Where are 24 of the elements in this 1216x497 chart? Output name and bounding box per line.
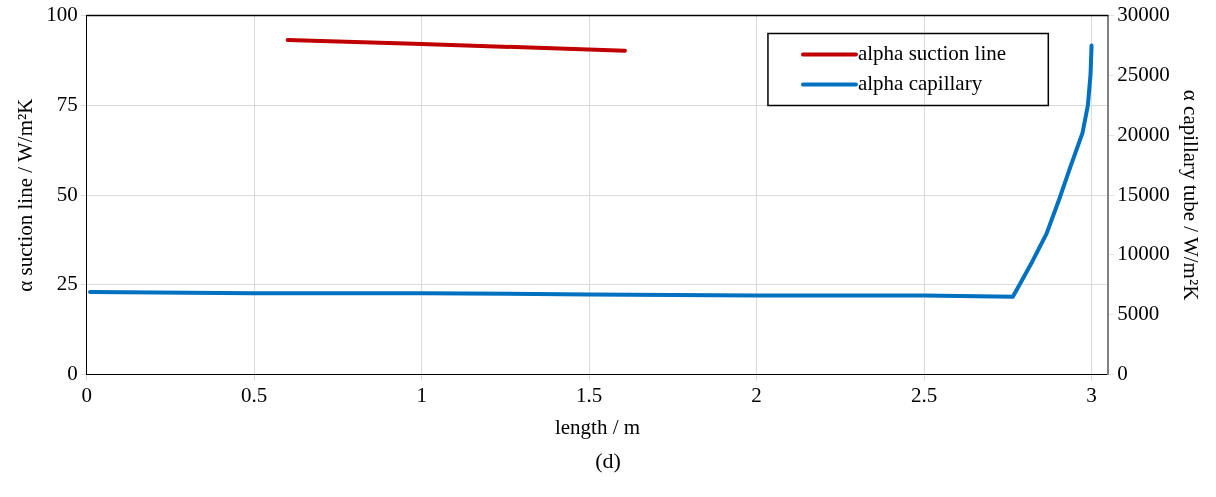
x-tick-label: 3 [1086,382,1097,407]
y2-tick-label: 5000 [1117,301,1160,326]
legend-label: alpha capillary [857,71,983,96]
x-tick-label: 2 [751,382,762,407]
x-tick-label: 2.5 [910,382,938,407]
y2-tick-label: 20000 [1117,121,1170,146]
y-tick-label: 75 [56,91,78,116]
x-tick-label: 1 [416,382,427,407]
x-axis-title: length / m [554,414,641,439]
y2-tick-label: 0 [1117,361,1128,386]
y2-tick-label: 25000 [1117,61,1170,86]
legend-label: alpha suction line [857,41,1007,66]
y-tick-label: 25 [56,271,78,296]
y-axis-title: α suction line / W/m²K [13,98,38,292]
x-tick-label: 0.5 [241,382,268,407]
y-tick-label: 50 [56,181,78,206]
y2-tick-label: 30000 [1117,2,1170,27]
y2-axis-title: α capillary tube / W/m²K [1178,89,1203,301]
y-tick-label: 0 [67,361,78,386]
x-tick-label: 1.5 [576,382,603,407]
text: (d) [594,448,622,474]
y-tick-label: 100 [46,2,78,27]
y2-tick-label: 10000 [1117,241,1170,266]
y2-tick-label: 15000 [1117,181,1170,206]
